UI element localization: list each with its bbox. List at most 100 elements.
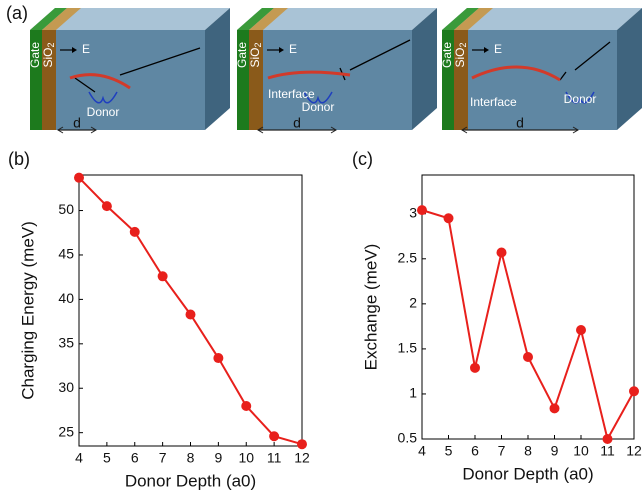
y-tick-label: 25 — [58, 423, 74, 439]
data-point — [74, 172, 84, 183]
data-point — [269, 431, 280, 442]
y-tick-label: 2 — [409, 295, 417, 311]
x-tick-label: 7 — [159, 450, 167, 466]
data-point — [297, 439, 307, 450]
gate-layer — [442, 30, 454, 130]
y-tick-label: 2.5 — [398, 249, 418, 265]
x-tick-label: 9 — [551, 443, 559, 459]
oxide-label: SiO2 — [453, 42, 468, 67]
distance-arrowhead — [461, 126, 579, 134]
oxide-layer — [42, 30, 56, 130]
x-tick-label: 11 — [600, 443, 615, 459]
x-axis-label: Donor Depth (a0) — [462, 464, 593, 483]
data-point — [549, 403, 560, 414]
field-label: E — [82, 42, 90, 56]
y-tick-label: 35 — [58, 335, 74, 351]
data-point — [129, 226, 140, 237]
field-arrowhead — [72, 47, 77, 53]
x-tick-label: 5 — [103, 450, 111, 466]
y-tick-label: 3 — [409, 204, 417, 220]
oxide-text: SiO — [453, 48, 467, 68]
data-point — [523, 352, 533, 363]
x-tick-label: 10 — [238, 450, 254, 466]
oxide-top — [42, 8, 81, 30]
x-tick-label: 6 — [131, 450, 139, 466]
box-side — [205, 8, 230, 130]
distance-label: d — [516, 115, 524, 131]
box-side — [412, 8, 437, 130]
oxide-label: SiO2 — [41, 42, 56, 67]
y-tick-label: 50 — [58, 201, 74, 217]
x-tick-label: 4 — [75, 450, 83, 466]
data-point — [576, 324, 586, 335]
y-tick-label: 1 — [409, 385, 417, 401]
y-axis-label: Charging Energy (meV) — [18, 221, 37, 400]
interface-label: Interface — [268, 87, 315, 101]
box-front — [237, 30, 412, 130]
x-tick-label: 6 — [471, 443, 479, 459]
interface-state — [267, 70, 351, 80]
gate-label: Gate — [28, 42, 42, 68]
data-point — [241, 401, 252, 412]
panel-label: (b) — [8, 149, 30, 169]
y-tick-label: 45 — [58, 246, 74, 262]
oxide-top — [249, 8, 288, 30]
donor-label: Donor — [564, 92, 597, 106]
x-tick-label: 8 — [187, 450, 195, 466]
x-tick-label: 12 — [626, 443, 642, 459]
distance-arrowhead — [257, 126, 337, 134]
y-tick-label: 0.5 — [398, 430, 418, 446]
distance-arrowhead — [57, 126, 97, 134]
oxide-top — [454, 8, 493, 30]
oxide-subscript: 2 — [253, 42, 263, 47]
donor-label: Donor — [87, 105, 120, 119]
oxide-text: SiO — [41, 48, 55, 68]
oxide-subscript: 2 — [46, 42, 56, 47]
x-tick-label: 4 — [418, 443, 426, 459]
gate-top — [237, 8, 274, 30]
box-top — [442, 8, 642, 30]
x-tick-label: 10 — [573, 443, 589, 459]
box-front — [442, 30, 617, 130]
x-tick-label: 11 — [267, 450, 282, 466]
gate-top — [442, 8, 479, 30]
panel-label: (c) — [352, 149, 373, 169]
box-side — [617, 8, 642, 130]
donor-label: Donor — [302, 100, 335, 114]
x-tick-label: 8 — [524, 443, 532, 459]
donor-state — [303, 91, 333, 104]
data-point — [185, 309, 196, 320]
oxide-layer — [249, 30, 263, 130]
data-point — [443, 213, 454, 224]
panel-label: (a) — [6, 3, 28, 23]
box-top — [30, 8, 230, 30]
field-arrowhead — [484, 47, 489, 53]
potential-line — [559, 41, 611, 81]
plot-frame — [421, 174, 635, 440]
interface-state — [471, 65, 561, 82]
oxide-layer — [454, 30, 468, 130]
field-label: E — [289, 42, 297, 56]
donor-state — [88, 91, 118, 104]
data-point — [470, 362, 480, 373]
interface-state — [69, 73, 131, 90]
gate-label: Gate — [235, 42, 249, 68]
data-point — [417, 205, 427, 216]
oxide-label: SiO2 — [248, 42, 263, 67]
x-axis-label: Donor Depth (a0) — [125, 471, 256, 490]
y-tick-label: 30 — [58, 379, 74, 395]
distance-label: d — [73, 115, 81, 131]
field-label: E — [494, 42, 502, 56]
distance-label: d — [293, 115, 301, 131]
x-tick-label: 7 — [498, 443, 506, 459]
field-arrowhead — [279, 47, 284, 53]
data-point — [629, 386, 639, 397]
x-tick-label: 12 — [294, 450, 310, 466]
gate-top — [30, 8, 67, 30]
gate-layer — [30, 30, 42, 130]
data-point — [213, 353, 224, 364]
oxide-text: SiO — [248, 48, 262, 68]
